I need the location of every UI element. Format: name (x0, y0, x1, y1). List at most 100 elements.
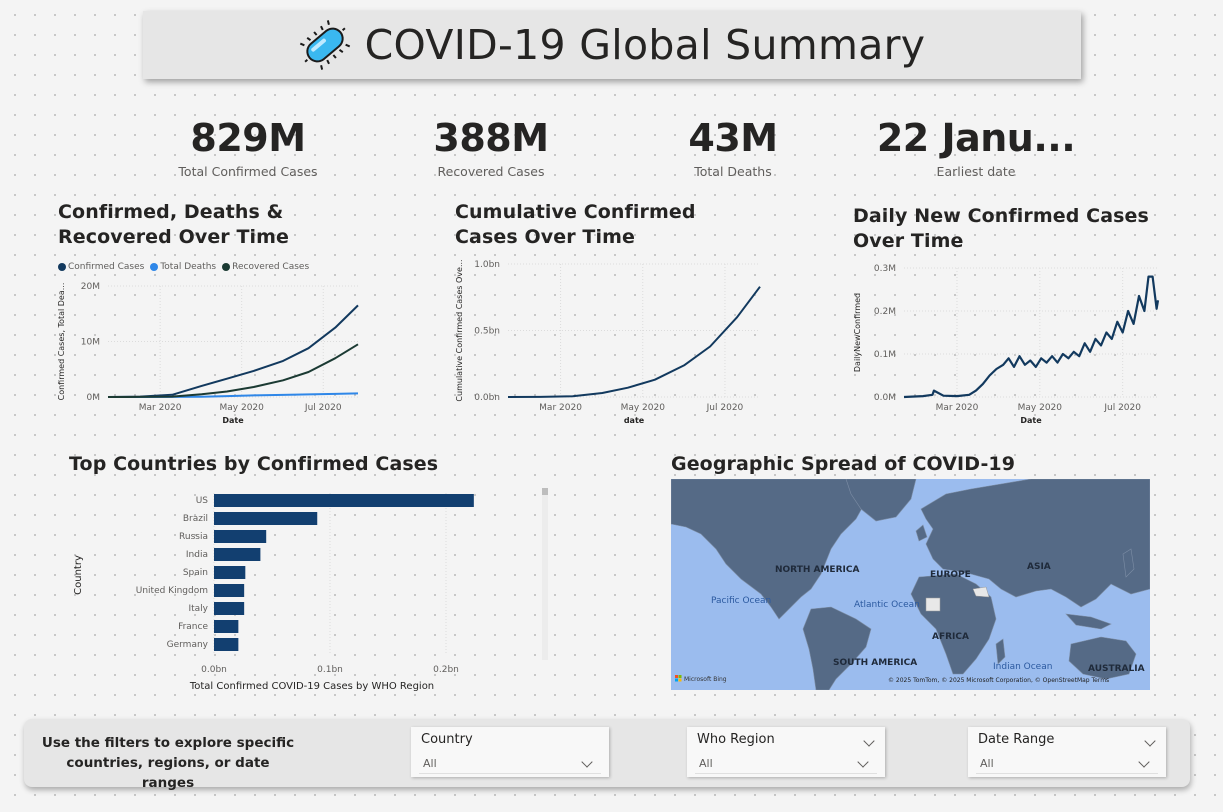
highlighted-region[interactable] (925, 597, 941, 612)
slicer-who-region[interactable]: Who Region All (687, 727, 885, 777)
kpi-value: 388M (433, 116, 549, 160)
label-indian-ocean: Indian Ocean (993, 662, 1052, 672)
x-tick-label: Jul 2020 (706, 403, 744, 413)
bing-logo: Microsoft Bing (675, 675, 727, 683)
category-label: Germany (167, 640, 209, 650)
kpi-label: Recovered Cases (437, 164, 545, 179)
bar (214, 638, 239, 651)
slicer-title: Who Region (697, 732, 775, 747)
x-tick-label: 0.0bn (201, 665, 227, 675)
y-tick-label: 0.0M (874, 393, 896, 403)
bar (214, 530, 267, 543)
bar (214, 584, 245, 597)
chart-cumulative-confirmed[interactable]: 0.0bn 0.5bn 1.0bn Mar 2020 May 2020 Jul 2020 d… (440, 250, 780, 430)
x-tick-label: 0.1bn (317, 665, 343, 675)
filter-hint: Use the filters to explore specific coun… (41, 735, 295, 791)
chart-confirmed-deaths-recovered[interactable]: 0M 10M 20M Mar 2020 May 2020 Jul 2020 Date Conf… (40, 270, 380, 430)
label-africa: AFRICA (932, 632, 969, 642)
category-label: France (178, 622, 208, 632)
y-tick-label: 0.5bn (474, 327, 500, 337)
chart1-legend: Confirmed Cases Total Deaths Recovered C… (58, 262, 309, 272)
y-axis-title: Country (73, 555, 84, 595)
slicer-date-range[interactable]: Date Range All (968, 727, 1166, 777)
kpi-label: Total Deaths (694, 164, 772, 179)
legend-dot-confirmed (58, 263, 66, 271)
chart3-title: Daily New Confirmed Cases Over Time (853, 205, 1149, 252)
x-tick-label: Jul 2020 (304, 403, 342, 413)
kpi-total-confirmed[interactable]: 829M Total Confirmed Cases (148, 118, 348, 179)
label-atlantic-ocean: Atlantic Ocean (854, 600, 920, 610)
series-line-0 (507, 286, 761, 398)
slicer-country[interactable]: Country All (411, 727, 609, 777)
category-label: India (186, 550, 208, 560)
slicer-title: Country (421, 732, 473, 747)
map-visual[interactable]: NORTH AMERICA EUROPE ASIA AFRICA SOUTH A… (671, 479, 1150, 690)
chart2-title: Cumulative Confirmed Cases Over Time (455, 201, 696, 248)
legend-item[interactable]: Total Deaths (150, 262, 216, 272)
date-range-dropdown[interactable]: All (976, 754, 1158, 774)
kpi-value: 22 Janu... (876, 116, 1076, 160)
bar (214, 548, 261, 561)
legend-label: Total Deaths (160, 262, 217, 272)
y-tick-label: 0.2M (874, 307, 896, 317)
y-tick-label: 0.0bn (474, 393, 500, 403)
series-line-0 (107, 304, 359, 398)
category-label: Russia (179, 532, 208, 542)
category-label: US (196, 496, 209, 506)
who-region-dropdown[interactable]: All (695, 754, 877, 774)
chevron-down-icon[interactable] (581, 756, 593, 768)
chevron-down-icon[interactable] (1138, 756, 1150, 768)
label-pacific-ocean: Pacific Ocean (711, 596, 771, 606)
filter-panel: Use the filters to explore specific coun… (24, 719, 1190, 791)
dropdown-value: All (699, 757, 713, 770)
x-tick-label: Jul 2020 (1103, 403, 1141, 413)
bar (214, 620, 239, 633)
world-map[interactable]: NORTH AMERICA EUROPE ASIA AFRICA SOUTH A… (671, 479, 1150, 690)
scrollbar-thumb[interactable] (542, 488, 548, 495)
x-tick-label: May 2020 (621, 403, 666, 413)
page-title: COVID-19 Global Summary (364, 21, 926, 69)
series-line-2 (107, 343, 359, 398)
x-axis-title: Date (222, 416, 244, 425)
legend-label: Recovered Cases (232, 262, 310, 272)
map-brand: Microsoft Bing (684, 676, 727, 683)
x-axis-title: Date (1020, 416, 1042, 425)
legend-item[interactable]: Confirmed Cases (58, 262, 144, 272)
category-label: Brazil (183, 514, 208, 524)
y-tick-label: 0.3M (874, 264, 896, 274)
y-axis-title: DailyNewConfirmed (853, 293, 862, 372)
x-tick-label: May 2020 (1018, 403, 1063, 413)
bar (214, 566, 246, 579)
category-label: United Kingdom (136, 586, 208, 596)
chevron-down-icon[interactable] (857, 756, 869, 768)
chart-top-countries[interactable]: 0.0bn 0.1bn 0.2bn US Brazil Russia India Spain U… (60, 484, 560, 694)
legend-item[interactable]: Recovered Cases (222, 262, 309, 272)
chevron-down-icon[interactable] (863, 735, 875, 747)
kpi-total-deaths[interactable]: 43M Total Deaths (633, 118, 833, 179)
country-dropdown[interactable]: All (419, 754, 601, 774)
chevron-down-icon[interactable] (1144, 735, 1156, 747)
y-axis-title: Cumulative Confirmed Cases Ove... (455, 259, 464, 401)
slicer-title: Date Range (978, 732, 1055, 747)
x-tick-label: Mar 2020 (139, 403, 182, 413)
category-label: Spain (183, 568, 208, 578)
x-tick-label: May 2020 (220, 403, 265, 413)
highlighted-region[interactable] (972, 586, 990, 598)
kpi-earliest-date[interactable]: 22 Janu... Earliest date (856, 118, 1096, 179)
chart-daily-new-confirmed[interactable]: 0.0M 0.1M 0.2M 0.3M Mar 2020 May 2020 Jul 2020… (838, 255, 1178, 430)
label-europe: EUROPE (930, 570, 971, 580)
legend-label: Confirmed Cases (68, 262, 145, 272)
y-tick-label: 0M (87, 393, 101, 403)
label-north-america: NORTH AMERICA (775, 565, 859, 575)
chart1-title: Confirmed, Deaths & Recovered Over Time (58, 201, 290, 248)
kpi-label: Total Confirmed Cases (178, 164, 318, 179)
kpi-recovered[interactable]: 388M Recovered Cases (391, 118, 591, 179)
map-attribution[interactable]: © 2025 TomTom, © 2025 Microsoft Corporat… (888, 677, 1109, 684)
dropdown-value: All (423, 757, 437, 770)
x-axis-title: date (624, 416, 645, 425)
y-axis-title: Confirmed Cases, Total Dea... (57, 283, 66, 401)
legend-dot-recovered (222, 263, 231, 271)
bar (214, 494, 474, 507)
x-tick-label: Mar 2020 (936, 403, 979, 413)
